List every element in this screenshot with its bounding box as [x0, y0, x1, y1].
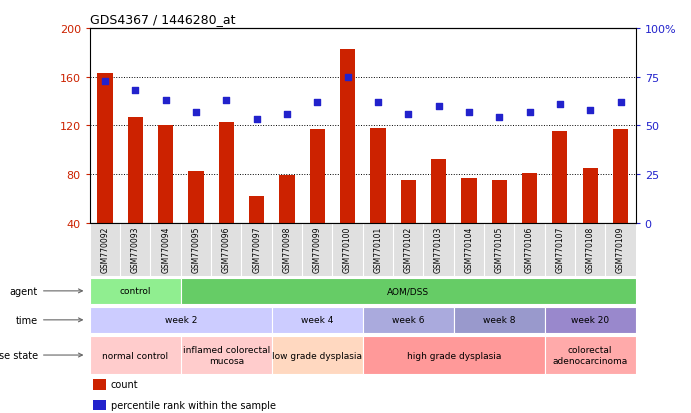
Bar	[93, 379, 106, 389]
Point	[403, 111, 414, 118]
Text: percentile rank within the sample: percentile rank within the sample	[111, 400, 276, 410]
Text: GSM770108: GSM770108	[586, 225, 595, 272]
Bar	[545, 307, 636, 333]
Bar	[90, 337, 181, 374]
Text: GSM770095: GSM770095	[191, 225, 200, 272]
Text: week 6: week 6	[392, 316, 424, 325]
Text: inflamed colorectal
mucosa: inflamed colorectal mucosa	[182, 346, 270, 365]
Text: disease state: disease state	[0, 350, 82, 360]
Bar	[340, 50, 355, 272]
Point	[524, 109, 535, 116]
Text: count: count	[111, 380, 138, 389]
Bar	[310, 130, 325, 272]
Text: week 2: week 2	[164, 316, 197, 325]
Bar	[90, 278, 181, 304]
Text: AOM/DSS: AOM/DSS	[387, 287, 429, 296]
Text: GSM770100: GSM770100	[343, 225, 352, 272]
Point	[554, 101, 565, 108]
Text: colorectal
adenocarcinoma: colorectal adenocarcinoma	[553, 346, 628, 365]
Text: GSM770107: GSM770107	[556, 225, 565, 272]
Text: week 4: week 4	[301, 316, 334, 325]
Text: high grade dysplasia: high grade dysplasia	[406, 351, 501, 360]
Bar	[93, 400, 106, 410]
Text: GSM770104: GSM770104	[464, 225, 473, 272]
Bar	[272, 337, 363, 374]
Text: control: control	[120, 287, 151, 296]
Bar	[158, 126, 173, 272]
Point	[191, 109, 202, 116]
Point	[372, 100, 384, 106]
Point	[585, 107, 596, 114]
Bar	[522, 173, 537, 272]
Text: week 20: week 20	[571, 316, 609, 325]
Bar	[272, 307, 363, 333]
Text: GSM770102: GSM770102	[404, 225, 413, 272]
Text: GSM770097: GSM770097	[252, 225, 261, 272]
Point	[100, 78, 111, 85]
Point	[464, 109, 475, 116]
Bar	[363, 307, 454, 333]
Text: agent: agent	[10, 286, 82, 296]
Point	[220, 97, 231, 104]
Text: low grade dysplasia: low grade dysplasia	[272, 351, 362, 360]
Bar	[219, 122, 234, 272]
Bar	[128, 117, 143, 272]
Text: GSM770093: GSM770093	[131, 225, 140, 272]
Text: GSM770096: GSM770096	[222, 225, 231, 272]
Point	[433, 103, 444, 110]
Bar	[552, 132, 567, 272]
Bar	[583, 169, 598, 272]
Bar	[370, 128, 386, 272]
Text: GSM770101: GSM770101	[373, 225, 382, 272]
Bar	[97, 74, 113, 272]
Text: time: time	[16, 315, 82, 325]
Bar	[90, 307, 272, 333]
Point	[493, 115, 504, 121]
Bar	[613, 130, 628, 272]
Text: GDS4367 / 1446280_at: GDS4367 / 1446280_at	[90, 13, 236, 26]
Bar	[363, 337, 545, 374]
Text: GSM770105: GSM770105	[495, 225, 504, 272]
Text: GSM770098: GSM770098	[283, 225, 292, 272]
Bar	[189, 172, 204, 272]
Point	[281, 111, 292, 118]
Bar	[545, 337, 636, 374]
Text: normal control: normal control	[102, 351, 169, 360]
Point	[342, 74, 353, 81]
Bar	[181, 278, 636, 304]
Bar	[401, 180, 416, 272]
Text: week 8: week 8	[483, 316, 515, 325]
Point	[160, 97, 171, 104]
Text: GSM770094: GSM770094	[161, 225, 170, 272]
Bar	[181, 337, 272, 374]
Point	[130, 88, 141, 94]
Point	[251, 117, 262, 123]
Bar	[454, 307, 545, 333]
Bar	[431, 160, 446, 272]
Bar	[492, 180, 507, 272]
Point	[615, 100, 626, 106]
Text: GSM770092: GSM770092	[100, 225, 109, 272]
Text: GSM770106: GSM770106	[525, 225, 534, 272]
Point	[312, 100, 323, 106]
Text: GSM770109: GSM770109	[616, 225, 625, 272]
Text: GSM770103: GSM770103	[434, 225, 443, 272]
Bar	[279, 176, 294, 272]
Bar	[462, 178, 477, 272]
Text: GSM770099: GSM770099	[313, 225, 322, 272]
Bar	[249, 196, 264, 272]
